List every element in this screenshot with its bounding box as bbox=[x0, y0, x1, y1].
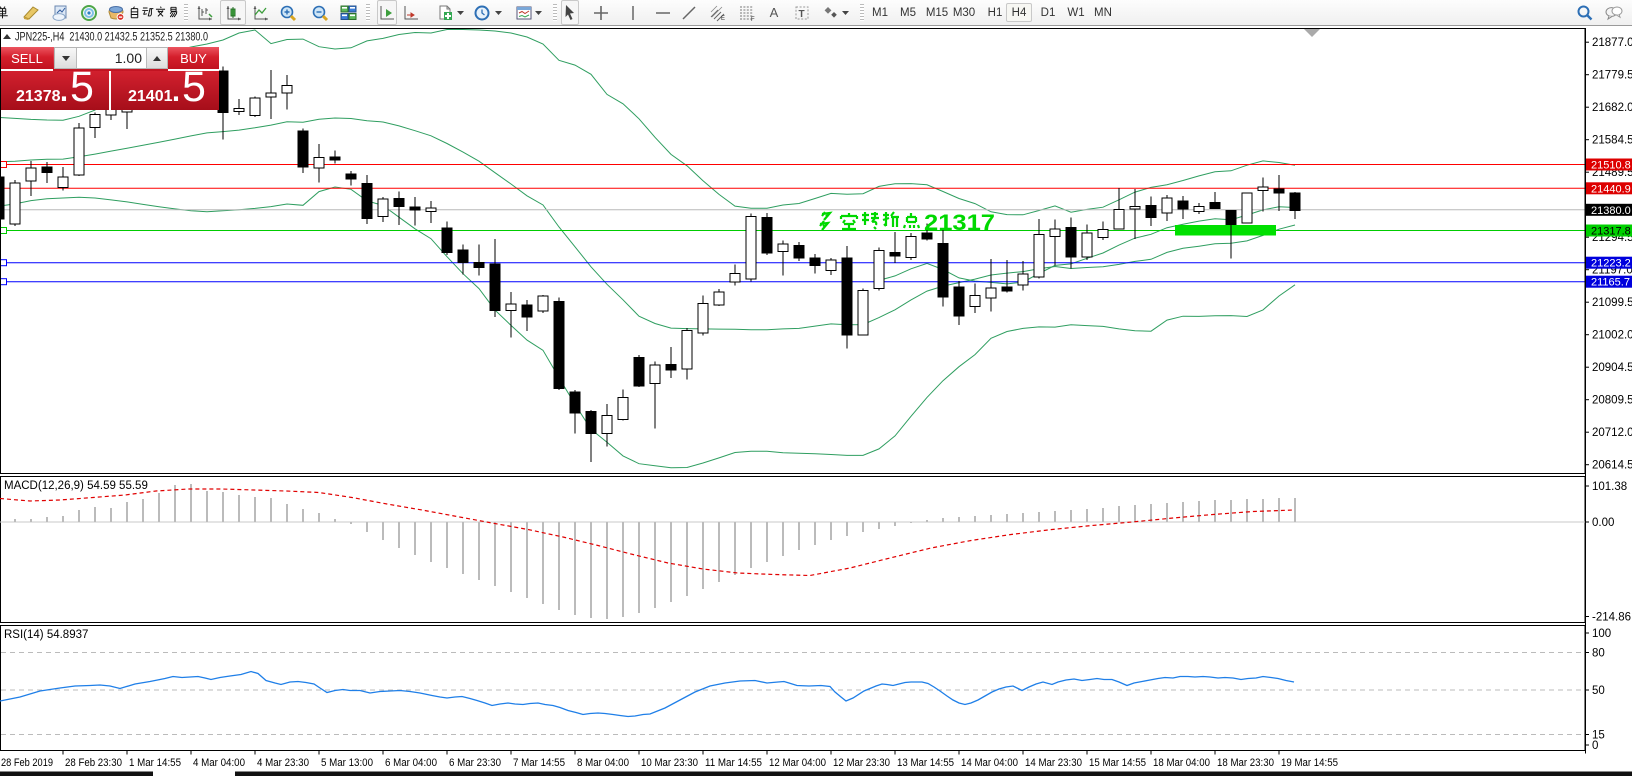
svg-text:F: F bbox=[751, 17, 755, 22]
svg-text:14 Mar 23:30: 14 Mar 23:30 bbox=[1025, 757, 1082, 769]
svg-text:JPN225-,H4 21430.0 21432.5 21: JPN225-,H4 21430.0 21432.5 21352.5 21380… bbox=[15, 32, 208, 44]
svg-text:10 Mar 23:30: 10 Mar 23:30 bbox=[641, 757, 698, 769]
svg-text:19 Mar 14:55: 19 Mar 14:55 bbox=[1281, 757, 1338, 769]
svg-text:20712.0: 20712.0 bbox=[1592, 427, 1632, 439]
svg-text:80: 80 bbox=[1592, 648, 1605, 660]
svg-text:12 Mar 23:30: 12 Mar 23:30 bbox=[833, 757, 890, 769]
svg-text:7 Mar 14:55: 7 Mar 14:55 bbox=[513, 757, 565, 769]
svg-text:20904.5: 20904.5 bbox=[1592, 362, 1632, 374]
svg-text:101.38: 101.38 bbox=[1592, 481, 1627, 493]
svg-text:15: 15 bbox=[1592, 730, 1605, 742]
svg-text:0.00: 0.00 bbox=[1592, 517, 1614, 529]
svg-text:100: 100 bbox=[1592, 628, 1611, 640]
svg-text:21584.5: 21584.5 bbox=[1592, 135, 1632, 147]
svg-text:1 Mar 14:55: 1 Mar 14:55 bbox=[129, 757, 181, 769]
svg-text:13 Mar 14:55: 13 Mar 14:55 bbox=[897, 757, 954, 769]
svg-text:8 Mar 04:00: 8 Mar 04:00 bbox=[577, 757, 629, 769]
svg-text:28 Feb 2019: 28 Feb 2019 bbox=[1, 757, 53, 769]
svg-text:11 Mar 14:55: 11 Mar 14:55 bbox=[705, 757, 762, 769]
svg-text:-214.86: -214.86 bbox=[1592, 612, 1631, 624]
svg-text:E: E bbox=[721, 16, 725, 22]
svg-text:21099.5: 21099.5 bbox=[1592, 297, 1632, 309]
svg-text:5 Mar 13:00: 5 Mar 13:00 bbox=[321, 757, 373, 769]
svg-text:21440.9: 21440.9 bbox=[1591, 183, 1631, 195]
svg-text:21380.0: 21380.0 bbox=[1591, 205, 1631, 217]
svg-text:14 Mar 04:00: 14 Mar 04:00 bbox=[961, 757, 1018, 769]
svg-text:18 Mar 23:30: 18 Mar 23:30 bbox=[1217, 757, 1274, 769]
svg-text:12 Mar 04:00: 12 Mar 04:00 bbox=[769, 757, 826, 769]
svg-text:RSI(14) 54.8937: RSI(14) 54.8937 bbox=[4, 629, 88, 641]
svg-text:4 Mar 23:30: 4 Mar 23:30 bbox=[257, 757, 309, 769]
svg-text:21002.0: 21002.0 bbox=[1592, 330, 1632, 342]
svg-text:21510.8: 21510.8 bbox=[1591, 160, 1631, 172]
svg-text:MACD(12,26,9) 54.59 55.59: MACD(12,26,9) 54.59 55.59 bbox=[4, 480, 148, 492]
svg-text:21682.0: 21682.0 bbox=[1592, 102, 1632, 114]
svg-text:21779.5: 21779.5 bbox=[1592, 70, 1632, 82]
svg-text:20614.5: 20614.5 bbox=[1592, 460, 1632, 472]
svg-text:21877.0: 21877.0 bbox=[1592, 37, 1632, 49]
svg-text:18 Mar 04:00: 18 Mar 04:00 bbox=[1153, 757, 1210, 769]
svg-text:28 Feb 23:30: 28 Feb 23:30 bbox=[65, 757, 122, 769]
svg-text:21223.2: 21223.2 bbox=[1591, 258, 1631, 270]
svg-text:0: 0 bbox=[1592, 740, 1598, 752]
svg-text:50: 50 bbox=[1592, 685, 1605, 697]
svg-text:4 Mar 04:00: 4 Mar 04:00 bbox=[193, 757, 245, 769]
svg-text:6 Mar 04:00: 6 Mar 04:00 bbox=[385, 757, 437, 769]
svg-text:21317: 21317 bbox=[924, 210, 995, 235]
svg-text:6 Mar 23:30: 6 Mar 23:30 bbox=[449, 757, 501, 769]
svg-text:T: T bbox=[799, 9, 805, 20]
svg-text:20809.5: 20809.5 bbox=[1592, 395, 1632, 407]
svg-text:21165.7: 21165.7 bbox=[1591, 277, 1630, 289]
svg-text:21317.8: 21317.8 bbox=[1591, 226, 1631, 238]
svg-text:15 Mar 14:55: 15 Mar 14:55 bbox=[1089, 757, 1146, 769]
